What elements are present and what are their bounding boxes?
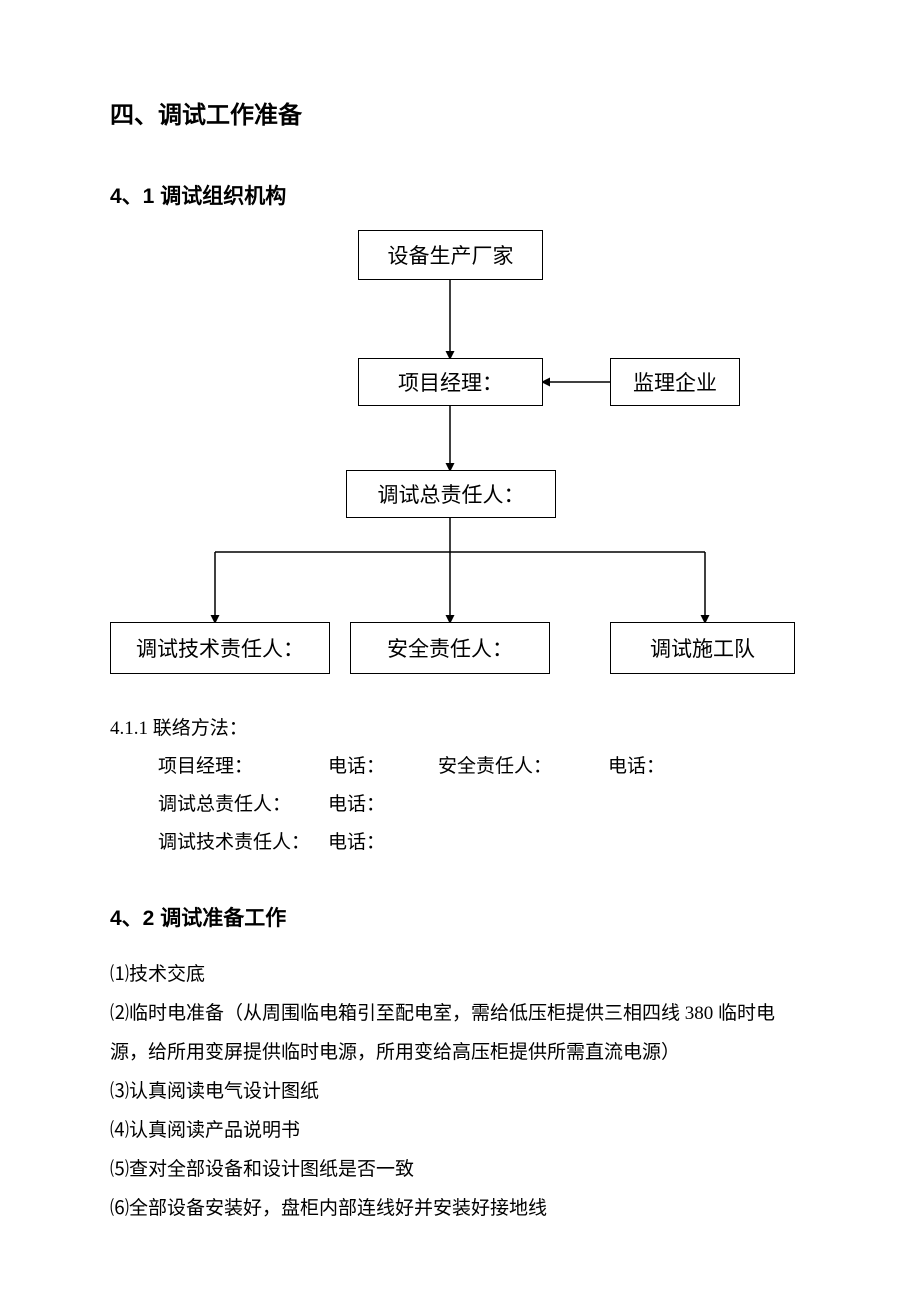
flowchart-node: 调试总责任人： — [346, 470, 556, 518]
flowchart-node: 监理企业 — [610, 358, 740, 406]
prep-list: ⑴技术交底⑵临时电准备（从周围临电箱引至配电室，需给低压柜提供三相四线 380 … — [110, 956, 810, 1229]
contact-label: 调试技术责任人： — [158, 824, 328, 862]
flowchart-node: 项目经理： — [358, 358, 543, 406]
contact-block: 4.1.1 联络方法： 项目经理：电话：安全责任人：电话：调试总责任人：电话：调… — [110, 710, 810, 862]
prep-item: ⑴技术交底 — [110, 956, 810, 995]
prep-item: ⑶认真阅读电气设计图纸 — [110, 1073, 810, 1112]
prep-item: ⑵临时电准备（从周围临电箱引至配电室，需给低压柜提供三相四线 380 临时电源，… — [110, 995, 810, 1073]
contact-label: 调试总责任人： — [158, 786, 328, 824]
flowchart-node: 安全责任人： — [350, 622, 550, 674]
contact-row: 项目经理：电话：安全责任人：电话： — [158, 748, 810, 786]
flowchart-edges — [110, 230, 810, 690]
prep-item: ⑸查对全部设备和设计图纸是否一致 — [110, 1151, 810, 1190]
contact-row: 调试技术责任人：电话： — [158, 824, 810, 862]
contact-label: 电话： — [328, 824, 438, 862]
flowchart-node: 设备生产厂家 — [358, 230, 543, 280]
contact-row: 调试总责任人：电话： — [158, 786, 810, 824]
prep-item: ⑹全部设备安装好，盘柜内部连线好并安装好接地线 — [110, 1190, 810, 1229]
contact-label: 电话： — [328, 786, 438, 824]
contact-label: 安全责任人： — [438, 748, 608, 786]
main-heading: 四、调试工作准备 — [110, 95, 810, 130]
flowchart-node: 调试技术责任人： — [110, 622, 330, 674]
sub-heading-2: 4、2 调试准备工作 — [110, 902, 810, 932]
sub-heading-1: 4、1 调试组织机构 — [110, 180, 810, 210]
contact-label: 电话： — [328, 748, 438, 786]
prep-item: ⑷认真阅读产品说明书 — [110, 1112, 810, 1151]
contact-title: 4.1.1 联络方法： — [110, 710, 810, 748]
org-flowchart: 设备生产厂家项目经理： 监理企业调试总责任人： 调试技术责任人： 安全责任人： 调试施工… — [110, 230, 810, 690]
flowchart-node: 调试施工队 — [610, 622, 795, 674]
contact-label: 项目经理： — [158, 748, 328, 786]
contact-label: 电话： — [608, 748, 688, 786]
